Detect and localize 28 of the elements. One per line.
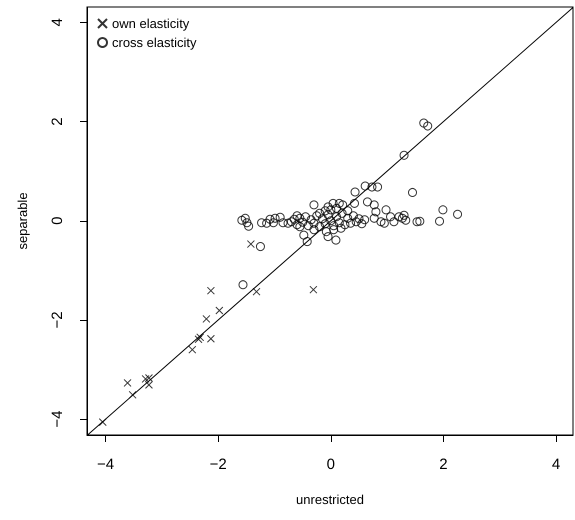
point	[142, 374, 150, 383]
legend-label: cross elasticity	[112, 35, 198, 50]
y-tick-label: −2	[49, 311, 66, 328]
x-tick-label: 0	[326, 456, 336, 473]
x-tick-label: 2	[439, 456, 448, 473]
y-tick-label: 0	[49, 216, 66, 225]
y-axis-title: separable	[15, 192, 30, 250]
y-tick-label: −4	[49, 410, 66, 428]
x-axis-title: unrestricted	[296, 492, 364, 507]
x-tick-label: −4	[97, 456, 114, 473]
point	[309, 286, 318, 294]
x-tick-label: −2	[210, 456, 227, 473]
point	[215, 306, 224, 315]
point	[128, 390, 137, 399]
x-tick-label: 4	[552, 456, 560, 473]
point	[196, 333, 204, 342]
y-tick-label: 4	[49, 18, 66, 27]
point	[206, 286, 215, 295]
y-tick-label: 2	[49, 117, 66, 126]
point	[188, 346, 196, 354]
point	[98, 418, 107, 426]
point	[202, 314, 210, 323]
point	[194, 335, 203, 344]
legend-label: own elasticity	[112, 16, 190, 31]
point	[206, 334, 215, 343]
point	[124, 378, 132, 387]
point	[252, 288, 261, 296]
point	[246, 240, 255, 248]
